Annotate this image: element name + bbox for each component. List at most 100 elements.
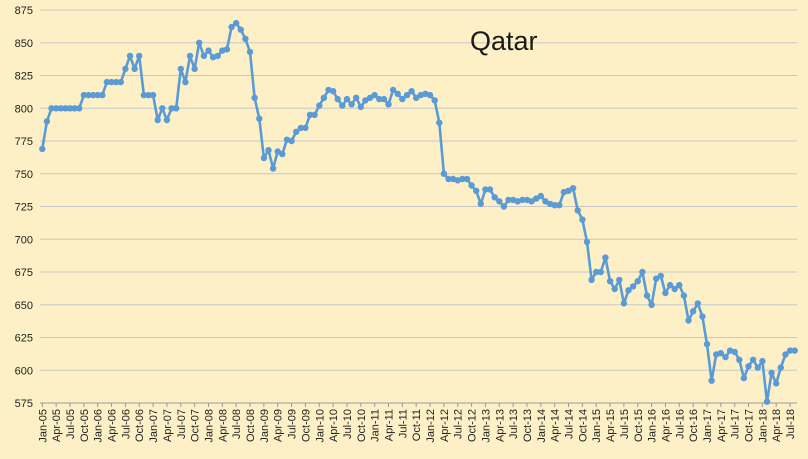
- data-point: [196, 39, 203, 46]
- data-point: [233, 19, 240, 27]
- series-layer: [41, 21, 795, 404]
- data-point: [306, 111, 314, 119]
- data-point: [703, 340, 711, 348]
- y-tick-label: 775: [15, 136, 33, 148]
- x-tick-label: Apr-08: [217, 409, 229, 442]
- data-point: [385, 101, 392, 108]
- data-point: [343, 95, 351, 103]
- x-tick-label: Jan-13: [480, 409, 492, 443]
- data-point: [297, 124, 304, 132]
- data-point: [749, 356, 757, 363]
- x-axis: Jan-05 Apr-05 Jul-05 Oct-05 Jan-06 Apr-06 Jul-…: [37, 403, 797, 443]
- data-point: [293, 128, 300, 135]
- data-point: [597, 268, 604, 276]
- data-point: [436, 119, 443, 126]
- data-point: [256, 115, 263, 122]
- data-point: [782, 351, 789, 358]
- x-tick-label: Jul-08: [231, 409, 243, 439]
- data-point: [643, 292, 651, 299]
- data-point: [579, 216, 586, 223]
- data-point: [320, 94, 328, 102]
- data-point: [122, 65, 129, 73]
- data-point: [768, 369, 775, 377]
- data-point: [39, 145, 46, 153]
- y-tick-label: 850: [15, 38, 33, 50]
- x-tick-label: Jul-06: [120, 409, 132, 439]
- data-point: [459, 175, 466, 183]
- data-point: [616, 276, 623, 284]
- y-tick-label: 625: [15, 333, 33, 345]
- data-point: [671, 285, 678, 293]
- data-point: [445, 175, 452, 183]
- data-point: [477, 200, 484, 208]
- x-tick-label: Oct-13: [522, 409, 534, 442]
- y-tick-label: 825: [15, 71, 33, 83]
- x-tick-label: Oct-09: [300, 409, 312, 442]
- data-point: [505, 196, 512, 204]
- data-point: [80, 91, 88, 99]
- x-tick-label: Oct-08: [245, 409, 257, 442]
- data-point: [648, 301, 655, 308]
- data-point: [334, 95, 341, 103]
- x-tick-label: Jan-16: [647, 409, 659, 443]
- x-tick-label: Jan-08: [203, 409, 215, 443]
- data-point: [574, 207, 581, 214]
- data-point: [463, 175, 471, 183]
- data-point: [389, 86, 397, 94]
- data-point: [662, 289, 669, 297]
- data-point: [556, 202, 563, 209]
- data-point: [177, 65, 184, 73]
- data-point: [117, 78, 125, 86]
- data-point: [302, 124, 309, 132]
- data-point: [519, 196, 526, 204]
- data-point: [311, 111, 318, 119]
- data-point: [731, 348, 738, 356]
- data-point: [159, 105, 166, 112]
- data-point: [685, 317, 692, 324]
- data-point: [629, 283, 637, 290]
- data-point: [473, 187, 480, 194]
- data-point: [48, 105, 55, 112]
- data-point: [113, 78, 120, 86]
- x-tick-label: Jul-12: [453, 409, 465, 439]
- data-point: [85, 91, 92, 99]
- y-tick-label: 600: [15, 365, 33, 377]
- series-line: [41, 21, 795, 404]
- data-point: [89, 91, 97, 99]
- data-point: [136, 52, 143, 60]
- x-tick-label: Jan-14: [536, 409, 548, 443]
- data-point: [43, 118, 51, 125]
- data-point: [625, 287, 632, 294]
- x-tick-label: Jan-09: [259, 409, 271, 443]
- x-tick-label: Jan-10: [314, 409, 326, 443]
- data-point: [154, 116, 161, 124]
- data-point: [53, 105, 60, 112]
- x-tick-label: Apr-14: [550, 409, 562, 442]
- x-tick-label: Jul-14: [564, 409, 576, 439]
- y-tick-label: 575: [15, 398, 33, 410]
- data-point: [551, 202, 558, 209]
- x-tick-label: Jul-16: [674, 409, 686, 439]
- x-tick-label: Oct-14: [577, 409, 589, 442]
- data-point: [408, 88, 415, 95]
- data-point: [140, 91, 148, 99]
- data-point: [242, 35, 249, 42]
- data-point: [348, 101, 355, 108]
- data-point: [126, 52, 134, 60]
- data-point: [251, 94, 258, 102]
- x-tick-label: Oct-11: [411, 409, 423, 441]
- data-point: [708, 377, 715, 384]
- data-point: [606, 278, 614, 285]
- x-tick-label: Jan-18: [757, 409, 769, 443]
- x-tick-label: Apr-06: [107, 409, 119, 442]
- y-tick-label: 725: [15, 202, 33, 214]
- data-point: [103, 78, 111, 86]
- x-tick-label: Jul-07: [176, 409, 188, 439]
- x-tick-label: Oct-06: [134, 409, 146, 442]
- data-point: [99, 91, 106, 99]
- x-tick-label: Jul-10: [342, 409, 354, 439]
- data-point: [371, 91, 378, 99]
- x-tick-label: Jan-12: [425, 409, 437, 443]
- data-point: [791, 347, 798, 354]
- data-point: [200, 52, 208, 60]
